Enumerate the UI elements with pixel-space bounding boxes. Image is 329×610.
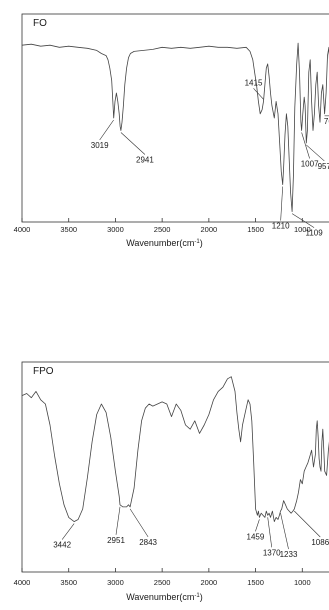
- peak-marker-line: [61, 523, 75, 540]
- chart-panel-fpo: FPO4000350030002500200015001000500Wavenu…: [14, 361, 329, 602]
- peak-label: 3442: [53, 541, 71, 550]
- peak-label: 957: [318, 162, 329, 171]
- chart-title: FO: [33, 18, 47, 29]
- x-tick-label: 2000: [201, 578, 218, 587]
- plot-frame: [21, 361, 329, 573]
- peak-marker-line: [253, 88, 264, 100]
- peak-marker-line: [280, 186, 283, 221]
- peak-marker-line: [129, 508, 149, 538]
- x-tick-label: 2500: [154, 578, 171, 587]
- peak-label: 2951: [107, 536, 125, 545]
- peak-label: 1086: [311, 538, 329, 547]
- chart-title: FPO: [33, 366, 54, 377]
- peak-label: 1007: [301, 159, 319, 168]
- peak-label: 761: [324, 117, 329, 126]
- x-tick-label: 4000: [14, 578, 31, 587]
- peak-label: 2941: [136, 155, 154, 164]
- peak-marker-line: [301, 132, 310, 159]
- x-tick-label: 2500: [154, 225, 171, 234]
- x-tick-label: 3000: [107, 578, 124, 587]
- peak-label: 1459: [247, 532, 265, 541]
- peak-label: 3019: [91, 141, 109, 150]
- peak-marker-line: [280, 513, 289, 550]
- peak-marker-line: [294, 510, 321, 538]
- x-axis-label: Wavenumber(cm-1): [126, 592, 203, 602]
- chart-panel-fo: FO40003500300025002000150010005Wavenumbe…: [14, 13, 329, 248]
- peak-marker-line: [267, 517, 273, 548]
- peak-marker-line: [115, 506, 121, 535]
- x-tick-label: 4000: [14, 225, 31, 234]
- spectrum-line: [21, 42, 329, 212]
- peak-label: 2843: [139, 538, 157, 547]
- plot-frame: [21, 13, 329, 223]
- x-tick-label: 3000: [107, 225, 124, 234]
- x-tick-label: 1000: [294, 225, 311, 234]
- peak-marker-line: [120, 132, 146, 155]
- x-axis-label: Wavenumber(cm-1): [126, 238, 203, 248]
- peak-marker-line: [99, 119, 114, 141]
- peak-label: 1415: [245, 78, 263, 87]
- x-tick-label: 3500: [60, 225, 77, 234]
- peak-marker-line: [291, 213, 315, 228]
- peak-label: 1109: [306, 229, 324, 238]
- spectrum-line: [21, 376, 329, 522]
- peak-label: 1370: [263, 548, 281, 557]
- peak-marker-line: [306, 144, 325, 162]
- x-tick-label: 3500: [60, 578, 77, 587]
- peak-marker-line: [255, 519, 260, 532]
- x-tick-label: 1500: [247, 225, 264, 234]
- x-tick-label: 2000: [201, 225, 218, 234]
- x-tick-label: 1000: [294, 578, 311, 587]
- x-tick-label: 1500: [247, 578, 264, 587]
- peak-label: 1210: [272, 222, 290, 231]
- peak-label: 1233: [280, 550, 298, 559]
